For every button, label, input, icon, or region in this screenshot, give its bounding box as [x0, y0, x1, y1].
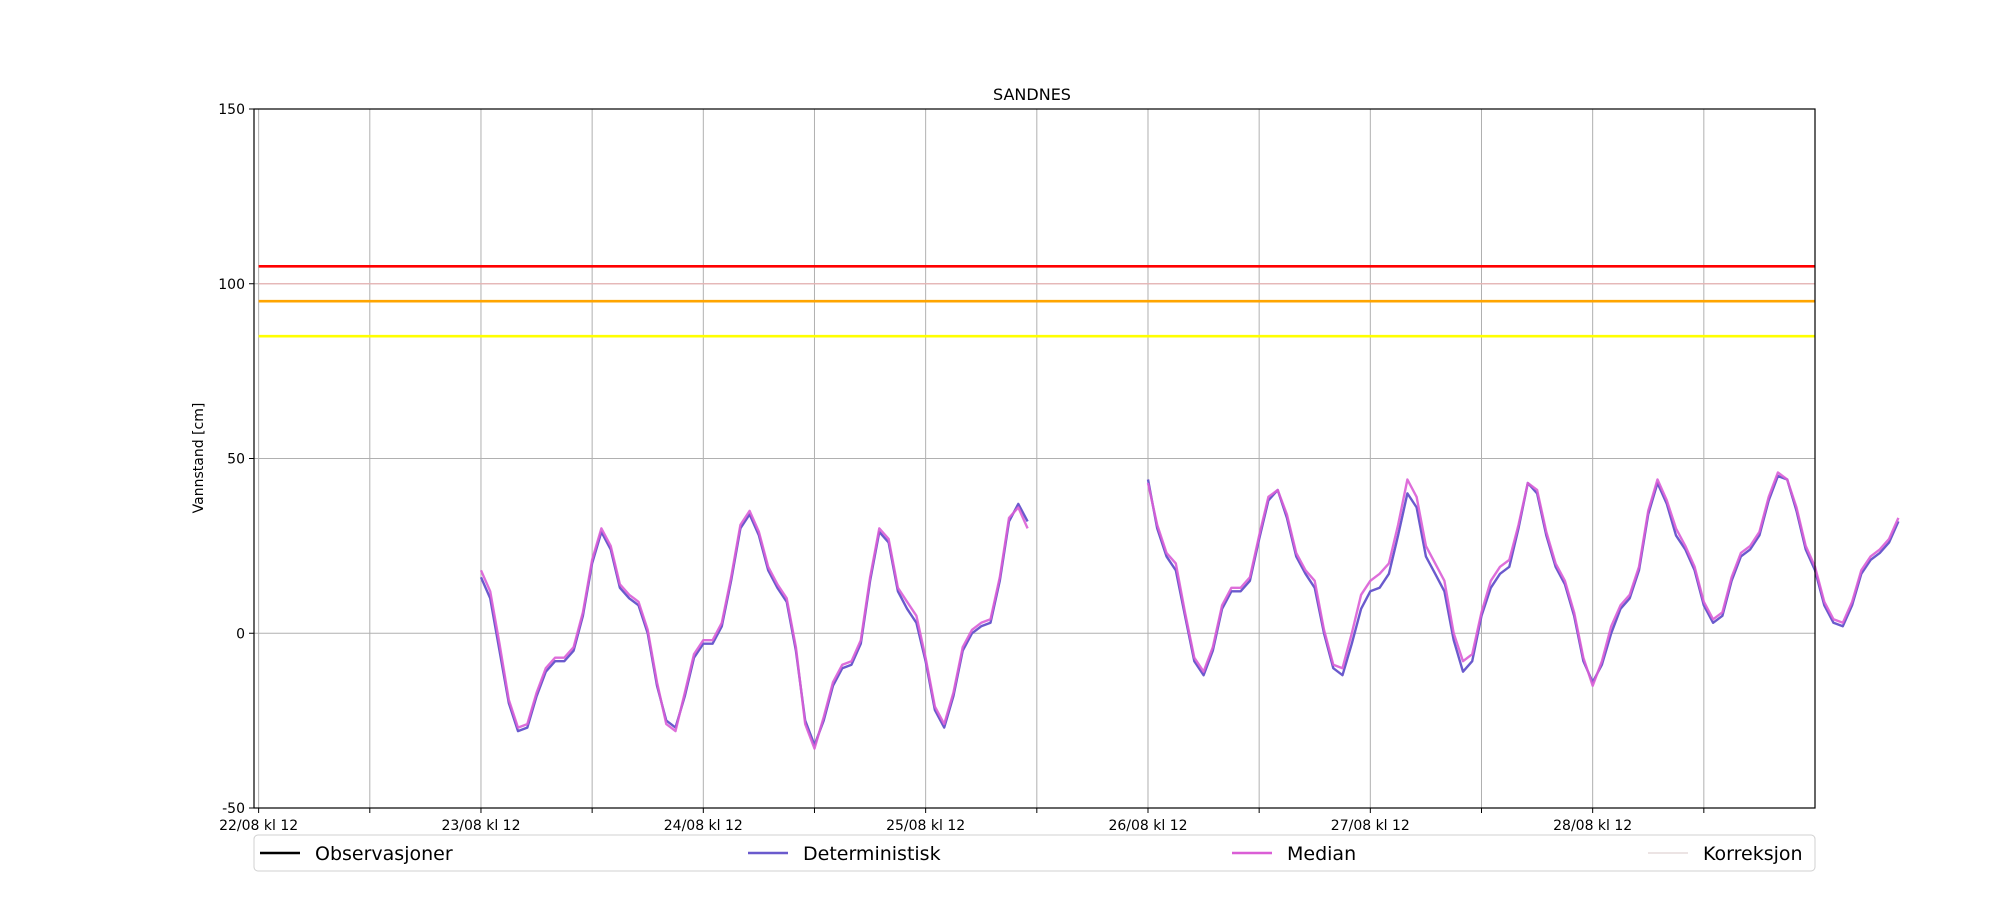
series-deterministisk-segment-0	[479, 502, 1029, 747]
threshold-lines	[258, 264, 1815, 338]
x-tick-label-12: 28/08 kl 12	[1553, 818, 1632, 834]
series-median-segment-1	[1146, 471, 1900, 687]
series-median-segment-0	[479, 506, 1029, 750]
y-tick-label-4: 150	[218, 102, 245, 118]
legend-label-3: Korreksjon	[1703, 843, 1803, 865]
y-tick-label-3: 100	[218, 277, 245, 293]
legend-box	[253, 834, 1816, 872]
y-tick-label-1: 0	[236, 626, 245, 642]
x-axis-ticks: 22/08 kl 12 23/08 kl 12 24/08 kl 12 25/08 k…	[219, 808, 1705, 834]
y-axis-ticks: -50 0 50 100 150	[218, 102, 254, 817]
x-tick-label-4: 24/08 kl 12	[664, 818, 743, 834]
grid-lines	[254, 108, 1815, 809]
y-tick-label-0: -50	[222, 801, 245, 817]
y-tick-label-2: 50	[227, 452, 245, 468]
x-tick-label-0: 22/08 kl 12	[219, 818, 298, 834]
x-tick-label-10: 27/08 kl 12	[1331, 818, 1410, 834]
legend-label-1: Deterministisk	[803, 843, 941, 865]
legend: Observasjoner Deterministisk Median Korreks…	[253, 834, 1816, 872]
x-tick-label-6: 25/08 kl 12	[886, 818, 965, 834]
legend-label-0: Observasjoner	[315, 843, 453, 865]
y-axis-label: Vannstand [cm]	[191, 403, 207, 514]
series-lines	[479, 471, 1900, 750]
x-tick-label-2: 23/08 kl 12	[441, 818, 520, 834]
x-tick-label-8: 26/08 kl 12	[1108, 818, 1187, 834]
chart-title: SANDNES	[993, 85, 1071, 104]
legend-label-2: Median	[1287, 843, 1356, 865]
